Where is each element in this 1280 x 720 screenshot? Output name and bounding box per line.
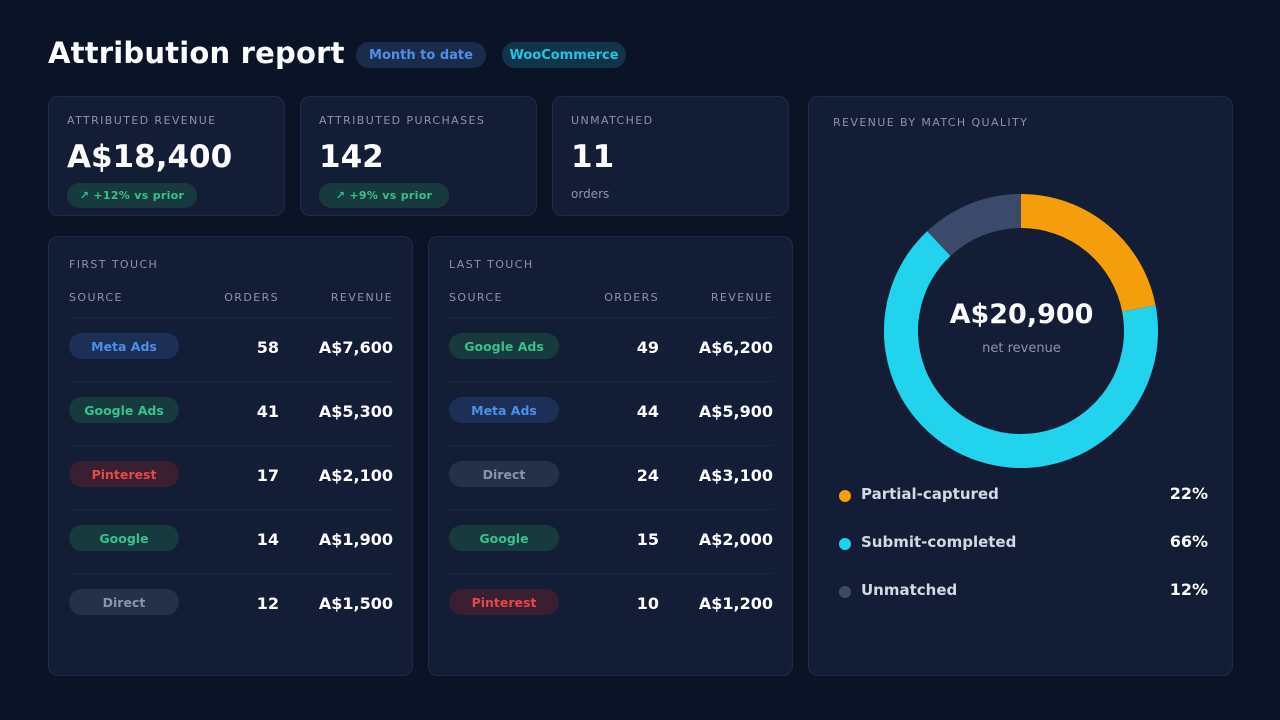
orders-value: 24 (636, 466, 659, 485)
revenue-by-match-quality-card: REVENUE BY MATCH QUALITY A$20,900 net re… (808, 96, 1233, 676)
orders-value: 14 (256, 530, 279, 549)
table-row[interactable]: Google Ads 41 A$5,300 (69, 381, 393, 445)
revenue-value: A$7,600 (318, 338, 393, 357)
source-pill[interactable]: Direct (69, 589, 179, 615)
source-pill[interactable]: Meta Ads (69, 333, 179, 359)
donut-center-value: A$20,900 (949, 299, 1094, 330)
source-pill[interactable]: Pinterest (69, 461, 179, 487)
legend-item-unmatched[interactable]: Unmatched 12% (839, 579, 1208, 627)
kpi-value: 11 (571, 139, 615, 175)
table-row[interactable]: Google Ads 49 A$6,200 (449, 317, 773, 381)
source-pill[interactable]: Meta Ads (449, 397, 559, 423)
donut-segment-partial-captured[interactable] (1020, 194, 1156, 313)
chart-title: REVENUE BY MATCH QUALITY (833, 116, 1029, 129)
revenue-value: A$2,100 (318, 466, 393, 485)
legend-dot (839, 490, 851, 502)
legend-label: Unmatched (861, 581, 958, 599)
table-row[interactable]: Google 14 A$1,900 (69, 509, 393, 573)
column-header-revenue: REVENUE (710, 291, 773, 304)
column-header-source: SOURCE (69, 291, 123, 304)
legend-item-partial-captured[interactable]: Partial-captured 22% (839, 483, 1208, 531)
orders-value: 41 (256, 402, 279, 421)
donut-chart (884, 194, 1158, 468)
kpi-value: 142 (319, 139, 384, 175)
page-title: Attribution report (48, 36, 345, 70)
legend-dot (839, 538, 851, 550)
orders-value: 49 (636, 338, 659, 357)
kpi-card-unmatched: UNMATCHED 11 orders (552, 96, 789, 216)
orders-value: 15 (636, 530, 659, 549)
source-pill[interactable]: Google Ads (449, 333, 559, 359)
table-row[interactable]: Direct 12 A$1,500 (69, 573, 393, 637)
first-touch-table: FIRST TOUCH SOURCE ORDERS REVENUE Meta A… (48, 236, 413, 676)
revenue-value: A$1,500 (318, 594, 393, 613)
table-row[interactable]: Meta Ads 44 A$5,900 (449, 381, 773, 445)
legend-label: Submit-completed (861, 533, 1017, 551)
column-header-source: SOURCE (449, 291, 503, 304)
donut-legend: Partial-captured 22% Submit-completed 66… (839, 483, 1208, 627)
kpi-card-attributed-revenue: ATTRIBUTED REVENUE A$18,400 ↗ +12% vs pr… (48, 96, 285, 216)
column-header-revenue: REVENUE (330, 291, 393, 304)
legend-percent: 66% (1169, 532, 1208, 551)
legend-percent: 22% (1169, 484, 1208, 503)
table-row[interactable]: Pinterest 17 A$2,100 (69, 445, 393, 509)
kpi-card-attributed-purchases: ATTRIBUTED PURCHASES 142 ↗ +9% vs prior (300, 96, 537, 216)
last-touch-table: LAST TOUCH SOURCE ORDERS REVENUE Google … (428, 236, 793, 676)
kpi-label: ATTRIBUTED REVENUE (67, 114, 217, 127)
revenue-value: A$2,000 (698, 530, 773, 549)
source-pill[interactable]: Google Ads (69, 397, 179, 423)
donut-center-label: net revenue (982, 341, 1061, 356)
kpi-label: ATTRIBUTED PURCHASES (319, 114, 486, 127)
delta-badge: ↗ +12% vs prior (67, 183, 197, 208)
legend-dot (839, 586, 851, 598)
orders-value: 12 (256, 594, 279, 613)
table-row[interactable]: Google 15 A$2,000 (449, 509, 773, 573)
period-filter-pill[interactable]: Month to date (356, 42, 486, 68)
legend-item-submit-completed[interactable]: Submit-completed 66% (839, 531, 1208, 579)
column-header-orders: ORDERS (224, 291, 279, 304)
donut-segment-unmatched[interactable] (927, 194, 1022, 257)
kpi-value: A$18,400 (67, 139, 233, 175)
table-row[interactable]: Meta Ads 58 A$7,600 (69, 317, 393, 381)
revenue-value: A$5,300 (318, 402, 393, 421)
orders-value: 10 (636, 594, 659, 613)
legend-percent: 12% (1169, 580, 1208, 599)
table-row[interactable]: Pinterest 10 A$1,200 (449, 573, 773, 637)
revenue-value: A$5,900 (698, 402, 773, 421)
source-pill[interactable]: Google (69, 525, 179, 551)
delta-badge: ↗ +9% vs prior (319, 183, 449, 208)
table-rows: Meta Ads 58 A$7,600 Google Ads 41 A$5,30… (69, 317, 393, 637)
revenue-value: A$6,200 (698, 338, 773, 357)
donut-segment-submit-completed[interactable] (884, 231, 1158, 468)
legend-label: Partial-captured (861, 485, 999, 503)
orders-value: 17 (256, 466, 279, 485)
revenue-value: A$3,100 (698, 466, 773, 485)
revenue-value: A$1,900 (318, 530, 393, 549)
orders-value: 58 (256, 338, 279, 357)
revenue-value: A$1,200 (698, 594, 773, 613)
table-title: LAST TOUCH (449, 258, 534, 271)
table-rows: Google Ads 49 A$6,200 Meta Ads 44 A$5,90… (449, 317, 773, 637)
table-row[interactable]: Direct 24 A$3,100 (449, 445, 773, 509)
store-source-pill[interactable]: WooCommerce (502, 42, 626, 68)
column-header-orders: ORDERS (604, 291, 659, 304)
source-pill[interactable]: Pinterest (449, 589, 559, 615)
kpi-sublabel: orders (571, 187, 610, 201)
table-title: FIRST TOUCH (69, 258, 159, 271)
source-pill[interactable]: Direct (449, 461, 559, 487)
kpi-label: UNMATCHED (571, 114, 654, 127)
source-pill[interactable]: Google (449, 525, 559, 551)
orders-value: 44 (636, 402, 659, 421)
